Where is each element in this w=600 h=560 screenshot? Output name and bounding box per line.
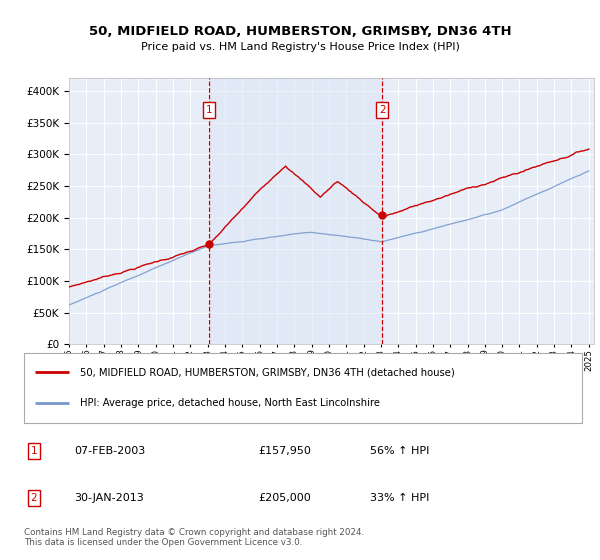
Text: 50, MIDFIELD ROAD, HUMBERSTON, GRIMSBY, DN36 4TH (detached house): 50, MIDFIELD ROAD, HUMBERSTON, GRIMSBY, … <box>80 367 455 377</box>
Text: 56% ↑ HPI: 56% ↑ HPI <box>370 446 430 456</box>
Text: 1: 1 <box>206 105 212 115</box>
Text: Price paid vs. HM Land Registry's House Price Index (HPI): Price paid vs. HM Land Registry's House … <box>140 42 460 52</box>
Text: HPI: Average price, detached house, North East Lincolnshire: HPI: Average price, detached house, Nort… <box>80 398 380 408</box>
Bar <box>209 78 382 344</box>
Text: £205,000: £205,000 <box>259 493 311 503</box>
Text: 07-FEB-2003: 07-FEB-2003 <box>74 446 145 456</box>
Text: 50, MIDFIELD ROAD, HUMBERSTON, GRIMSBY, DN36 4TH: 50, MIDFIELD ROAD, HUMBERSTON, GRIMSBY, … <box>89 25 511 38</box>
Text: 30-JAN-2013: 30-JAN-2013 <box>74 493 144 503</box>
Text: Contains HM Land Registry data © Crown copyright and database right 2024.
This d: Contains HM Land Registry data © Crown c… <box>24 528 364 547</box>
Text: 33% ↑ HPI: 33% ↑ HPI <box>370 493 430 503</box>
Text: 2: 2 <box>31 493 37 503</box>
FancyBboxPatch shape <box>24 353 582 423</box>
Text: 2: 2 <box>379 105 386 115</box>
Text: £157,950: £157,950 <box>259 446 311 456</box>
Text: 1: 1 <box>31 446 37 456</box>
